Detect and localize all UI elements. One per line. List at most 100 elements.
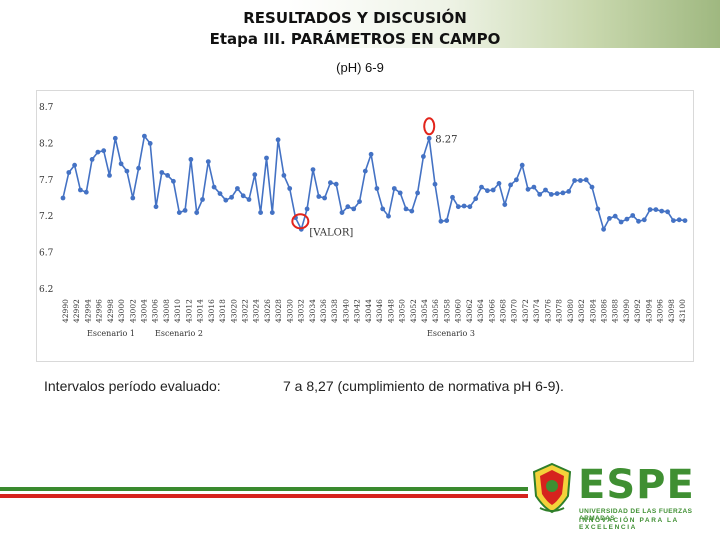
data-point	[450, 194, 455, 200]
x-tick-label: 43074	[532, 299, 541, 323]
data-point	[641, 217, 647, 223]
max-value-label: 8.27	[435, 134, 457, 145]
x-tick-label: 43028	[274, 299, 283, 323]
data-point	[159, 170, 165, 175]
x-tick-label: 43030	[285, 299, 294, 323]
data-point	[118, 161, 124, 167]
x-tick-label: 43044	[364, 299, 373, 323]
data-point	[264, 155, 269, 161]
x-tick-label: 43008	[162, 299, 171, 323]
data-point	[671, 218, 676, 223]
x-tick-label: 43092	[633, 299, 642, 323]
chart-frame: 6.2 6.7 7.2 7.7 8.2 8.7 42990 42992 42994 42996 42…	[36, 90, 694, 362]
max-highlight-circle	[423, 117, 436, 136]
x-tick-label: 43048	[386, 299, 395, 323]
x-tick-label: 43038	[330, 299, 339, 323]
y-tick-label: 8.7	[39, 103, 54, 113]
data-point	[647, 207, 653, 212]
data-point	[601, 226, 606, 232]
ph-line-chart: 6.2 6.7 7.2 7.7 8.2 8.7 42990 42992 42994 42996 42…	[39, 103, 688, 338]
data-point	[205, 159, 211, 164]
data-point	[107, 173, 112, 178]
x-tick-label: 43078	[555, 299, 564, 323]
x-tick-label: 43088	[611, 299, 620, 323]
data-point	[607, 216, 612, 221]
data-point	[60, 195, 66, 201]
data-point	[229, 194, 235, 200]
x-tick-label: 42992	[72, 299, 81, 323]
data-point	[554, 191, 560, 196]
data-point	[362, 168, 368, 174]
data-point	[397, 190, 403, 196]
data-point	[403, 206, 409, 212]
data-point	[281, 173, 287, 178]
data-point	[624, 216, 630, 222]
data-point	[485, 188, 490, 194]
data-point	[95, 149, 101, 155]
data-point	[83, 189, 89, 195]
x-tick-label: 43054	[420, 299, 429, 323]
data-point	[78, 187, 83, 193]
data-point	[409, 208, 415, 214]
data-point	[618, 219, 624, 225]
data-point	[636, 218, 641, 224]
x-tick-label: 43082	[577, 299, 586, 323]
data-point	[589, 184, 595, 190]
data-point	[444, 218, 450, 223]
x-tick-label: 43024	[252, 299, 261, 323]
data-point	[240, 193, 246, 199]
scenario-label: Escenario 1	[87, 329, 135, 338]
data-point	[304, 206, 310, 212]
x-tick-label: 43050	[398, 299, 407, 323]
logo-motto-line: INNOVACIÓN PARA LA EXCELENCIA	[579, 517, 679, 531]
x-tick-label: 43016	[207, 299, 216, 323]
x-tick-label: 43086	[600, 299, 609, 323]
data-point	[142, 133, 147, 139]
data-point	[682, 218, 688, 223]
data-point	[421, 154, 426, 159]
data-point	[438, 218, 444, 224]
data-point	[665, 209, 670, 215]
x-tick-label: 43068	[499, 299, 508, 323]
scenario-label: Escenario 2	[155, 329, 203, 338]
data-point	[316, 194, 322, 199]
logo-university-line: UNIVERSIDAD DE LAS FUERZAS ARMADAS	[579, 508, 693, 522]
scenario-label: Escenario 3	[427, 329, 475, 338]
data-point	[66, 170, 72, 175]
data-point	[153, 204, 159, 210]
data-point	[147, 141, 153, 146]
data-point	[188, 157, 194, 162]
data-point	[583, 177, 589, 183]
espe-logo-text: ESPE	[578, 462, 695, 508]
slide-title: RESULTADOS Y DISCUSIÓN	[243, 9, 467, 27]
chart-title: (pH) 6-9	[336, 60, 384, 75]
data-point	[391, 186, 397, 191]
data-point	[415, 190, 420, 196]
x-tick-label: 42994	[83, 299, 92, 323]
data-point	[473, 196, 479, 202]
data-point	[543, 187, 548, 193]
data-point	[165, 173, 171, 178]
data-point	[345, 204, 351, 210]
x-tick-label: 43064	[476, 299, 485, 323]
data-point	[176, 210, 182, 215]
espe-crest-icon	[532, 462, 572, 514]
x-tick-label: 43090	[622, 299, 631, 323]
x-tick-label: 43066	[487, 299, 496, 323]
x-tick-label: 43056	[431, 299, 440, 323]
data-point	[386, 213, 391, 219]
x-tick-label: 43004	[140, 299, 149, 323]
y-tick-label: 7.2	[39, 212, 53, 222]
data-point	[548, 192, 554, 197]
x-tick-label: 43014	[196, 299, 205, 323]
data-point	[252, 172, 258, 178]
data-point	[467, 204, 473, 210]
min-value-label: [VALOR]	[309, 227, 353, 238]
x-tick-label: 43060	[454, 299, 463, 323]
data-point	[479, 184, 484, 190]
x-tick-label: 43098	[667, 299, 676, 323]
data-point	[595, 206, 601, 212]
data-point	[194, 210, 200, 215]
x-tick-label: 43076	[543, 299, 552, 323]
data-point	[659, 208, 665, 214]
